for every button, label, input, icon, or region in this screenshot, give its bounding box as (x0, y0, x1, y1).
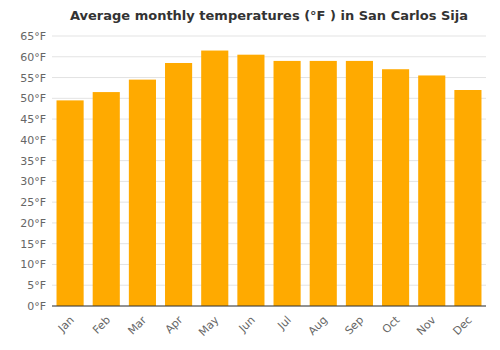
grid-line (52, 36, 486, 37)
y-tick-label: 10°F (20, 258, 46, 271)
bar (201, 51, 228, 306)
bar (237, 55, 264, 306)
y-axis: 0°F 5°F 10°F 15°F 20°F 25°F 30°F 35°F 40°F 45°F 50… (20, 30, 46, 313)
y-tick-label: 30°F (20, 175, 46, 188)
x-tick-label: Jul (275, 314, 294, 333)
y-tick-label: 40°F (20, 134, 46, 147)
x-tick-label: Mar (125, 313, 149, 337)
y-tick-label: 25°F (20, 196, 46, 209)
y-tick-label: 5°F (27, 279, 46, 292)
chart: Average monthly temperatures (°F ) in Sa… (0, 0, 500, 350)
y-tick-label: 50°F (20, 92, 46, 105)
y-tick-label: 65°F (20, 30, 46, 43)
y-tick-label: 35°F (20, 155, 46, 168)
x-axis-line (52, 306, 486, 307)
y-tick-label: 0°F (27, 300, 46, 313)
y-tick-label: 55°F (20, 72, 46, 85)
x-tick-label: Dec (450, 314, 474, 338)
x-tick-label: Apr (163, 313, 186, 336)
y-tick-label: 60°F (20, 51, 46, 64)
grid-line (52, 306, 486, 307)
x-tick-label: Sep (342, 314, 366, 338)
grid-line (52, 56, 486, 57)
x-tick-label: Jan (55, 314, 77, 336)
bars (57, 51, 482, 306)
x-tick-label: Aug (306, 314, 330, 338)
x-tick-label: May (196, 313, 222, 339)
bar (165, 63, 192, 306)
y-tick-label: 15°F (20, 238, 46, 251)
bar (346, 61, 373, 306)
bar (93, 92, 120, 306)
y-tick-label: 45°F (20, 113, 46, 126)
bar (129, 80, 156, 306)
x-tick-label: Nov (414, 313, 439, 338)
chart-container: Average monthly temperatures (°F ) in Sa… (0, 0, 500, 350)
title: Average monthly temperatures (°F ) in Sa… (70, 8, 468, 23)
bar (57, 100, 84, 306)
grid (52, 36, 486, 306)
bar (274, 61, 301, 306)
x-tick-label: Jun (236, 314, 258, 336)
bar (310, 61, 337, 306)
bar (454, 90, 481, 306)
bar (418, 75, 445, 306)
bar (382, 69, 409, 306)
x-axis: Jan Feb Mar Apr May Jun Jul Aug Sep Oct Nov Dec (55, 313, 475, 339)
y-tick-label: 20°F (20, 217, 46, 230)
x-tick-label: Oct (380, 313, 403, 336)
x-tick-label: Feb (90, 314, 113, 337)
